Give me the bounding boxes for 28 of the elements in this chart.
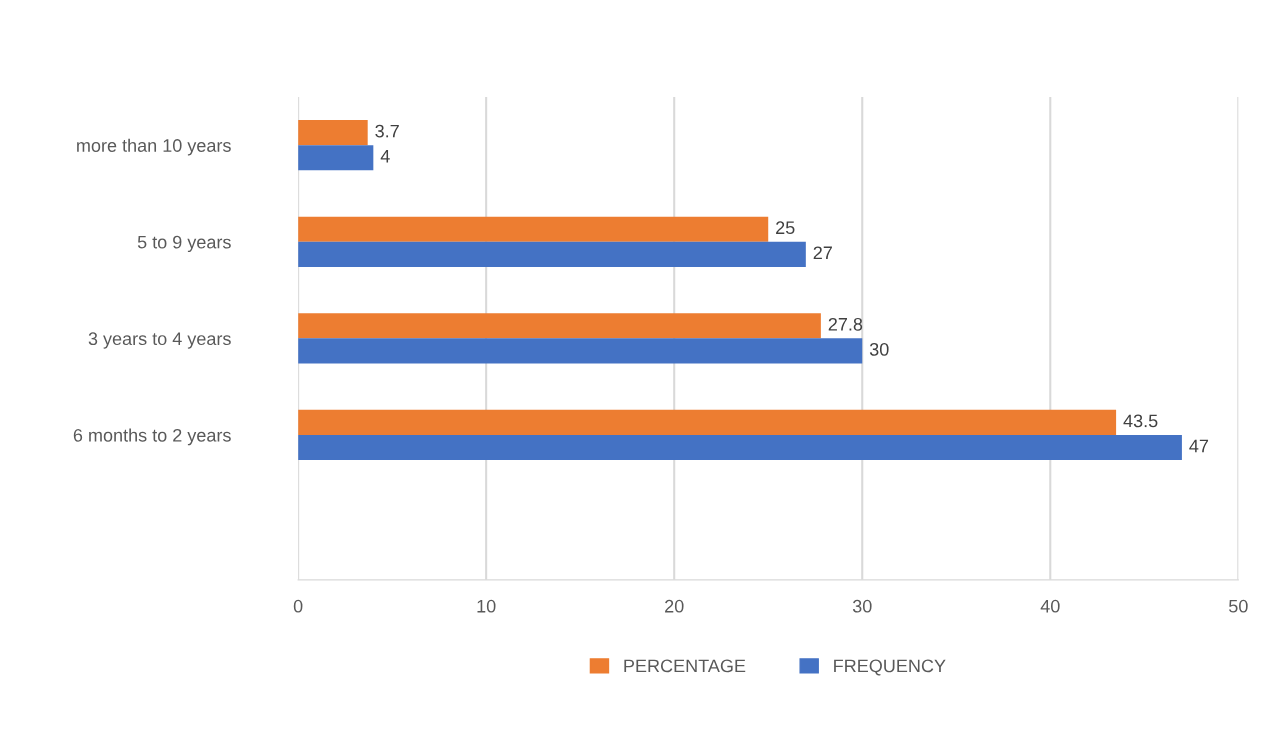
legend-label: FREQUENCY — [834, 659, 946, 676]
bar — [298, 313, 821, 339]
data-label: 30 — [869, 342, 889, 356]
data-label: 27.8 — [828, 317, 863, 331]
x-tick-label: 30 — [852, 599, 872, 613]
x-tick-label: 40 — [1040, 599, 1060, 613]
bar — [298, 216, 769, 242]
y-tick-label: 3 years to 4 years — [88, 332, 231, 349]
data-label: 4 — [380, 149, 390, 163]
bar — [298, 120, 368, 146]
bar — [298, 145, 374, 171]
data-label: 25 — [776, 221, 795, 235]
y-tick-label: 5 to 9 years — [137, 235, 231, 253]
data-label: 47 — [1189, 439, 1209, 453]
bar — [298, 338, 863, 364]
y-tick-label: 6 months to 2 years — [73, 428, 231, 446]
data-label: 43.5 — [1123, 414, 1158, 428]
x-tick-label: 0 — [293, 599, 303, 613]
bar — [298, 434, 1182, 461]
data-label: 27 — [813, 246, 832, 260]
x-tick-label: 20 — [665, 599, 684, 613]
x-tick-label: 10 — [477, 599, 496, 613]
x-tick-label: 50 — [1229, 599, 1248, 613]
bar — [298, 409, 1117, 435]
legend-label: PERCENTAGE — [624, 659, 746, 673]
bar — [298, 241, 806, 267]
y-tick-label: more than 10 years — [77, 138, 231, 156]
data-label: 3.7 — [375, 124, 399, 138]
